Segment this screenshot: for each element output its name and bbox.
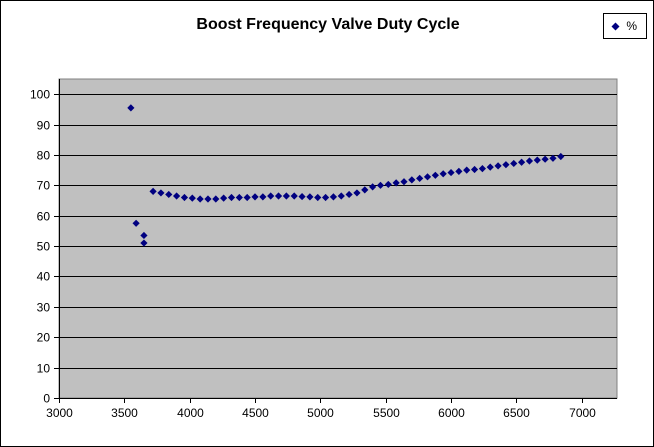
data-point-diamond [439,170,447,178]
legend-series-label: % [626,19,637,33]
data-point-diamond [463,166,471,174]
x-tick-label: 7000 [569,406,596,420]
data-point-diamond [227,193,236,202]
data-point-diamond [243,193,251,202]
data-point-diamond [423,173,432,181]
x-tick-label: 6500 [503,406,530,420]
data-point-diamond [361,186,369,194]
data-point-diamond [321,193,330,202]
x-tick-label: 3500 [111,406,138,420]
data-point-diamond [486,163,494,171]
data-point-diamond [353,189,361,197]
data-point-diamond [140,239,148,247]
data-point-diamond [188,194,196,202]
data-point-diamond [541,155,549,163]
data-point-diamond [132,219,140,227]
x-tick-label: 5000 [307,406,334,420]
data-point-diamond [455,167,463,175]
data-point-diamond [392,179,400,187]
data-point-diamond [431,171,439,179]
data-point-diamond [525,157,534,165]
data-point-diamond [220,194,228,202]
data-point-diamond [282,192,290,200]
data-point-diamond [298,192,306,201]
data-point-diamond [212,195,220,203]
data-point-diamond [290,192,298,200]
data-point-diamond [400,178,408,186]
data-point-diamond [533,156,541,164]
data-point-diamond [251,193,259,201]
data-point-diamond [165,190,173,199]
data-point-diamond [470,165,479,174]
data-point-diamond [510,159,518,168]
data-point-diamond [494,162,502,170]
data-point-diamond [502,161,510,169]
y-tick-label: 90 [37,119,51,133]
y-tick-label: 30 [37,301,51,315]
y-tick-label: 0 [43,392,50,406]
x-tick-label: 6000 [438,406,465,420]
data-point-diamond [337,192,345,200]
y-tick-label: 100 [30,88,50,102]
y-tick-label: 40 [37,270,51,284]
y-tick-label: 10 [37,362,51,376]
data-point-diamond [235,193,243,202]
y-tick-label: 60 [37,210,51,224]
data-point-diamond [140,231,148,240]
data-point-diamond [408,176,416,184]
chart-title: Boost Frequency Valve Duty Cycle [196,16,460,33]
data-point-diamond [259,193,267,201]
y-tick-label: 20 [37,331,51,345]
data-point-diamond [369,183,377,191]
y-tick-label: 50 [37,240,51,254]
data-point-diamond [518,158,526,166]
data-point-diamond [196,195,204,203]
data-point-diamond [157,189,165,197]
data-point-diamond [267,192,275,200]
x-tick-label: 5500 [373,406,400,420]
data-point-diamond [329,193,338,201]
data-point-diamond [180,193,189,202]
data-point-diamond [416,174,424,182]
data-point-diamond [376,181,385,189]
y-tick-label: 70 [37,179,51,193]
legend: % [603,13,647,39]
x-tick-label: 3000 [46,406,73,420]
x-tick-label: 4000 [177,406,204,420]
data-point-diamond [447,168,455,177]
data-point-diamond [314,193,322,202]
data-point-diamond [204,195,212,203]
plot-background [58,78,618,399]
data-point-diamond [384,180,392,189]
data-point-diamond [274,192,283,200]
data-point-diamond [549,154,557,162]
legend-diamond-icon [611,22,620,30]
data-point-diamond [149,187,157,196]
data-point-diamond [127,104,135,112]
data-point-diamond [557,152,565,161]
data-point-diamond [478,165,487,173]
data-point-diamond [306,193,314,201]
y-tick-label: 80 [37,149,51,163]
data-point-diamond [173,192,181,200]
data-point-diamond [345,190,353,199]
x-tick-label: 4500 [242,406,269,420]
